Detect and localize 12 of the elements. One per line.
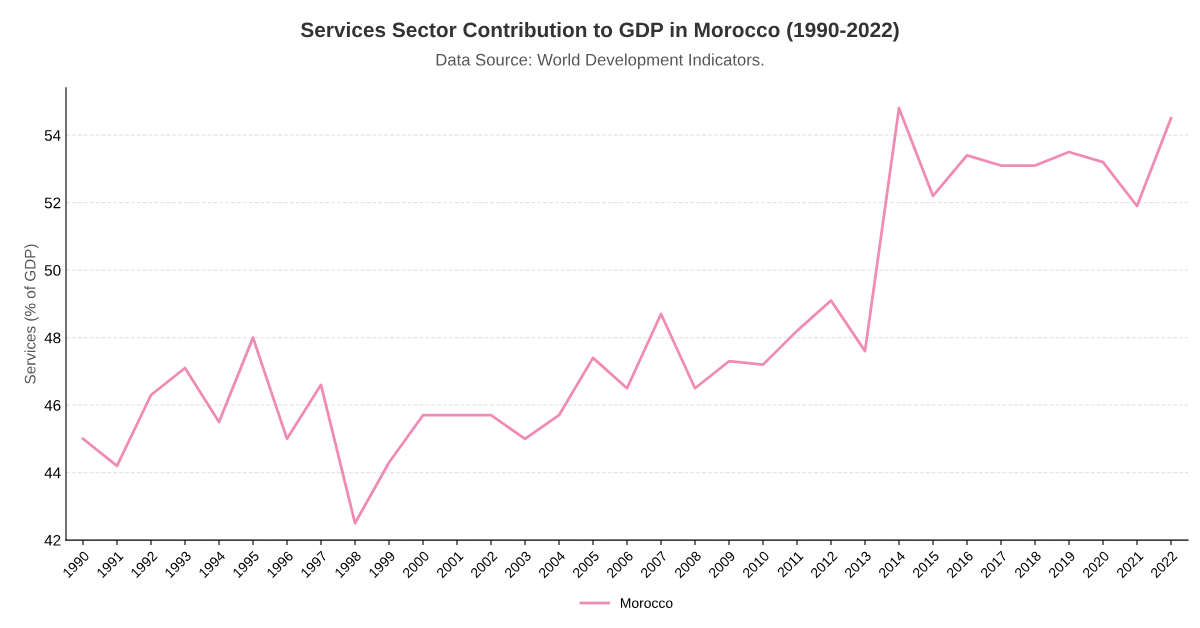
y-tick-label: 54: [44, 130, 61, 141]
y-tick-label: 42: [44, 534, 61, 546]
chart-title: Services Sector Contribution to GDP in Morocco (1990-2022): [300, 21, 899, 42]
y-tick-label: 48: [44, 332, 61, 344]
y-tick-label: 44: [44, 467, 61, 479]
chart-subtitle: Data Source: World Development Indicators.: [436, 53, 764, 69]
y-tick-label: 52: [44, 197, 61, 209]
y-axis-title: Services (% of GDP): [24, 244, 39, 384]
line-series: [81, 106, 1173, 525]
y-tick-label: 46: [44, 399, 61, 411]
y-tick-label: 50: [44, 265, 61, 276]
legend-label: Morocco: [620, 598, 673, 608]
